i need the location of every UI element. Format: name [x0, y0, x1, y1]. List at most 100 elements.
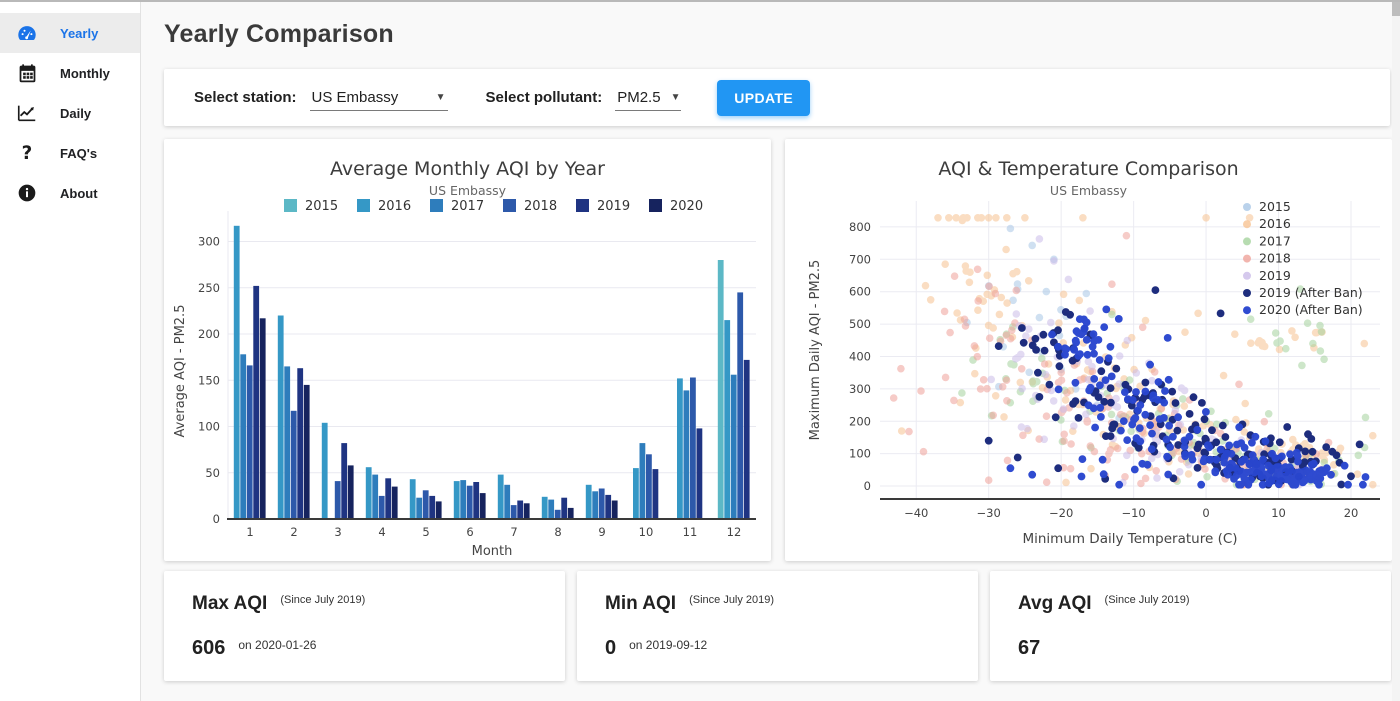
sidebar: Yearly Monthly Daily ? FAQ's About — [0, 2, 141, 701]
sidebar-item-faqs[interactable]: ? FAQ's — [0, 133, 140, 173]
calendar-icon — [15, 61, 39, 85]
stat-title: Avg AQI — [1018, 593, 1092, 614]
svg-text:11: 11 — [683, 525, 698, 539]
update-button[interactable]: UPDATE — [717, 79, 811, 116]
sidebar-item-label: Monthly — [60, 65, 110, 81]
svg-text:2020 (After Ban): 2020 (After Ban) — [1259, 302, 1363, 317]
scatter-chart-canvas[interactable]: AQI & Temperature Comparison US Embassy −4… — [785, 139, 1392, 561]
sidebar-item-yearly[interactable]: Yearly — [0, 13, 140, 53]
svg-text:2018: 2018 — [524, 199, 557, 214]
sidebar-item-daily[interactable]: Daily — [0, 93, 140, 133]
svg-text:1: 1 — [246, 525, 253, 539]
stat-title: Min AQI — [605, 593, 677, 614]
svg-text:2018: 2018 — [1259, 251, 1291, 266]
station-select[interactable]: US Embassy ▼ — [309, 84, 448, 111]
max-aqi-card: Max AQI (Since July 2019) 606 on 2020-01… — [164, 571, 565, 681]
stat-title: Max AQI — [192, 593, 268, 614]
svg-text:2017: 2017 — [1259, 233, 1291, 248]
svg-text:5: 5 — [422, 525, 429, 539]
stat-subtitle: (Since July 2019) — [689, 594, 775, 606]
svg-text:2016: 2016 — [1259, 216, 1291, 231]
stat-subtitle: (Since July 2019) — [1104, 594, 1190, 606]
svg-text:12: 12 — [727, 525, 742, 539]
svg-text:10: 10 — [639, 525, 654, 539]
svg-text:0: 0 — [1202, 506, 1209, 520]
svg-text:200: 200 — [198, 327, 220, 341]
svg-text:AQI & Temperature Comparison: AQI & Temperature Comparison — [938, 158, 1238, 180]
svg-text:?: ? — [22, 143, 33, 163]
sidebar-item-label: Daily — [60, 105, 92, 121]
sidebar-item-monthly[interactable]: Monthly — [0, 53, 140, 93]
min-aqi-card: Min AQI (Since July 2019) 0 on 2019-09-1… — [577, 571, 978, 681]
svg-text:100: 100 — [198, 420, 220, 434]
svg-text:9: 9 — [598, 525, 605, 539]
svg-text:20: 20 — [1344, 506, 1359, 520]
svg-text:300: 300 — [849, 382, 871, 396]
scrollbar-thumb[interactable] — [1392, 2, 1400, 16]
svg-text:150: 150 — [198, 373, 220, 387]
charts-row: Average Monthly AQI by Year US Embassy 201… — [164, 139, 1392, 561]
stat-detail: on 2020-01-26 — [238, 638, 317, 652]
svg-text:800: 800 — [849, 220, 871, 234]
stat-detail: on 2019-09-12 — [629, 638, 708, 652]
svg-text:2015: 2015 — [1259, 199, 1291, 214]
pollutant-select-value: PM2.5 — [617, 89, 661, 106]
svg-text:700: 700 — [849, 252, 871, 266]
stat-value: 67 — [1018, 637, 1041, 659]
station-select-label: Select station: — [194, 89, 297, 106]
svg-text:−30: −30 — [977, 506, 1001, 520]
chevron-down-icon: ▼ — [435, 92, 446, 103]
svg-text:2017: 2017 — [451, 199, 484, 214]
svg-text:300: 300 — [198, 235, 220, 249]
svg-text:Minimum Daily Temperature (C): Minimum Daily Temperature (C) — [1022, 531, 1237, 547]
bar-chart-card: Average Monthly AQI by Year US Embassy 201… — [164, 139, 771, 561]
sidebar-item-label: FAQ's — [60, 145, 98, 161]
scrollbar[interactable] — [1392, 2, 1400, 701]
svg-text:0: 0 — [864, 479, 871, 493]
svg-text:US Embassy: US Embassy — [1050, 183, 1128, 198]
svg-text:2019: 2019 — [597, 199, 630, 214]
svg-text:−20: −20 — [1049, 506, 1073, 520]
info-icon — [15, 181, 39, 205]
svg-text:50: 50 — [205, 466, 220, 480]
pollutant-select[interactable]: PM2.5 ▼ — [615, 84, 682, 111]
svg-text:6: 6 — [466, 525, 473, 539]
question-icon: ? — [15, 141, 39, 165]
sidebar-item-about[interactable]: About — [0, 173, 140, 213]
scatter-chart-card: AQI & Temperature Comparison US Embassy −4… — [785, 139, 1392, 561]
sidebar-item-label: Yearly — [60, 25, 99, 41]
line-chart-icon — [15, 101, 39, 125]
svg-text:Average Monthly AQI by Year: Average Monthly AQI by Year — [330, 158, 605, 180]
window-top-border — [0, 0, 1400, 2]
svg-text:600: 600 — [849, 285, 871, 299]
svg-text:500: 500 — [849, 317, 871, 331]
controls-bar: Select station: US Embassy ▼ Select poll… — [164, 69, 1390, 126]
svg-text:2020: 2020 — [670, 199, 703, 214]
stat-value: 606 — [192, 637, 226, 659]
svg-text:3: 3 — [334, 525, 341, 539]
svg-text:Average AQI - PM2.5: Average AQI - PM2.5 — [173, 305, 188, 438]
sidebar-item-label: About — [60, 185, 98, 201]
svg-text:2019: 2019 — [1259, 268, 1291, 283]
svg-text:200: 200 — [849, 414, 871, 428]
svg-text:8: 8 — [554, 525, 561, 539]
avg-aqi-card: Avg AQI (Since July 2019) 67 — [990, 571, 1391, 681]
pollutant-select-label: Select pollutant: — [485, 89, 603, 106]
svg-text:0: 0 — [213, 512, 220, 526]
svg-text:Maximum Daily AQI - PM2.5: Maximum Daily AQI - PM2.5 — [808, 260, 823, 441]
svg-text:2019 (After Ban): 2019 (After Ban) — [1259, 285, 1363, 300]
page-title: Yearly Comparison — [164, 20, 394, 48]
main-content: Yearly Comparison Select station: US Emb… — [142, 0, 1400, 681]
station-select-value: US Embassy — [311, 89, 399, 106]
svg-text:US Embassy: US Embassy — [429, 183, 507, 198]
chevron-down-icon: ▼ — [670, 92, 681, 103]
svg-text:−10: −10 — [1121, 506, 1145, 520]
svg-text:4: 4 — [378, 525, 385, 539]
svg-text:−40: −40 — [904, 506, 928, 520]
svg-text:2016: 2016 — [378, 199, 411, 214]
stat-value: 0 — [605, 637, 617, 659]
svg-text:2: 2 — [290, 525, 297, 539]
svg-text:400: 400 — [849, 349, 871, 363]
svg-text:10: 10 — [1271, 506, 1286, 520]
